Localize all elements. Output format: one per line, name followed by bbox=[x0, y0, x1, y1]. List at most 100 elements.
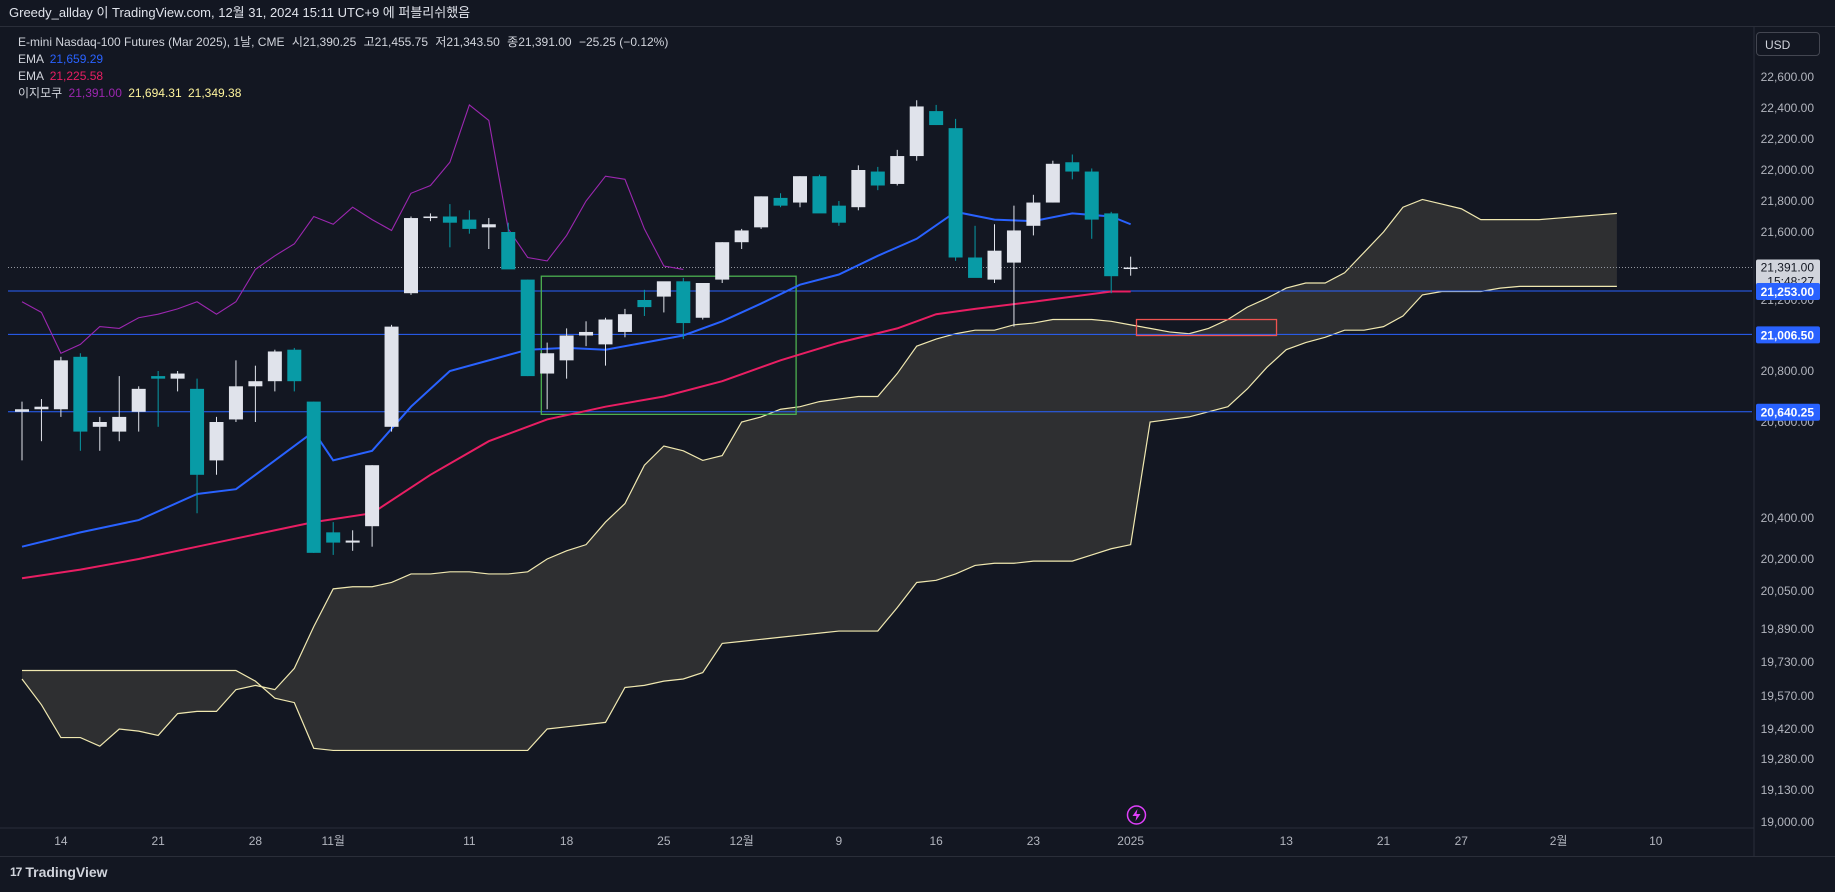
y-tick-label: 22,600.00 bbox=[1761, 70, 1815, 84]
candle bbox=[112, 376, 127, 442]
candle-body bbox=[170, 373, 185, 379]
candle bbox=[520, 279, 535, 377]
candle-body bbox=[248, 381, 263, 387]
y-tick-label: 20,800.00 bbox=[1761, 364, 1815, 378]
currency-button[interactable]: USD bbox=[1756, 32, 1820, 56]
red-box bbox=[1135, 318, 1278, 337]
x-tick-label: 16 bbox=[929, 834, 943, 848]
tradingview-logo-icon: 17 bbox=[10, 865, 22, 879]
annotation-boxes bbox=[540, 275, 1278, 416]
candle bbox=[812, 174, 827, 214]
candle-body bbox=[53, 360, 68, 410]
candle-body bbox=[987, 250, 1002, 280]
candle-body bbox=[1026, 202, 1041, 226]
candle bbox=[715, 242, 730, 283]
open-label: 시 bbox=[291, 35, 303, 49]
candle-body bbox=[734, 230, 749, 243]
ema-fast-value: 21,659.29 bbox=[49, 52, 104, 66]
y-tick-label: 21,600.00 bbox=[1761, 225, 1815, 239]
candle-body bbox=[267, 351, 282, 382]
line-price-label: 21,006.50 bbox=[1761, 328, 1815, 342]
candle-body bbox=[112, 416, 127, 432]
lightning-icon-glyph bbox=[1132, 809, 1141, 821]
x-tick-label: 18 bbox=[560, 834, 574, 848]
ema-fast-label: EMA bbox=[18, 52, 44, 66]
candle bbox=[326, 522, 341, 555]
ema-slow-value: 21,225.58 bbox=[49, 69, 104, 83]
candle bbox=[559, 328, 574, 379]
candle bbox=[773, 193, 788, 208]
candle bbox=[890, 149, 905, 186]
low-value: 21,343.50 bbox=[446, 35, 500, 49]
ema-slow-line bbox=[21, 290, 1131, 580]
candle bbox=[345, 530, 360, 551]
candle-body bbox=[579, 331, 594, 336]
lightning-icon bbox=[1126, 805, 1147, 825]
candle bbox=[909, 100, 924, 161]
candle-body bbox=[598, 319, 613, 345]
candle bbox=[987, 224, 1002, 283]
candle bbox=[267, 349, 282, 392]
cloud-fill bbox=[22, 199, 1617, 751]
y-tick-label: 21,800.00 bbox=[1761, 194, 1815, 208]
symbol-name: E-mini Nasdaq-100 Futures (Mar 2025), 1날… bbox=[18, 35, 285, 49]
candle bbox=[754, 196, 769, 229]
candle-body bbox=[365, 465, 380, 527]
x-tick-label: 12월 bbox=[729, 834, 753, 848]
ema-fast-row[interactable]: EMA 21,659.29 bbox=[18, 51, 668, 68]
candle bbox=[248, 365, 263, 422]
candle bbox=[1026, 194, 1041, 236]
y-tick-label: 19,570.00 bbox=[1761, 689, 1815, 703]
candle bbox=[948, 118, 963, 261]
candle bbox=[831, 201, 846, 226]
candle bbox=[404, 216, 418, 295]
candle bbox=[1065, 154, 1080, 180]
candle-body bbox=[637, 300, 652, 308]
line-price-label: 21,253.00 bbox=[1761, 285, 1815, 299]
candles bbox=[15, 100, 1138, 555]
y-tick-label: 20,050.00 bbox=[1761, 584, 1815, 598]
y-tick-label: 22,000.00 bbox=[1761, 163, 1815, 177]
close-value: 21,391.00 bbox=[518, 35, 572, 49]
symbol-row[interactable]: E-mini Nasdaq-100 Futures (Mar 2025), 1날… bbox=[18, 34, 668, 51]
x-tick-label: 23 bbox=[1027, 834, 1041, 848]
x-tick-label: 13 bbox=[1280, 834, 1294, 848]
candle-body bbox=[73, 356, 88, 432]
y-tick-label: 20,200.00 bbox=[1761, 552, 1815, 566]
change-value: −25.25 (−0.12%) bbox=[578, 35, 669, 49]
lagging-span bbox=[21, 103, 684, 354]
candle-body bbox=[909, 106, 924, 157]
candle-body bbox=[715, 242, 730, 280]
ema-slow-row[interactable]: EMA 21,225.58 bbox=[18, 68, 668, 85]
tradingview-logo-text: TradingView bbox=[25, 864, 108, 880]
ichimoku-row[interactable]: 이지모쿠 21,391.00 21,694.31 21,349.38 bbox=[18, 85, 668, 102]
candle-body bbox=[34, 406, 49, 410]
x-tick-label: 11 bbox=[463, 834, 476, 848]
candle bbox=[1104, 211, 1119, 294]
tradingview-logo[interactable]: 17 TradingView bbox=[10, 864, 108, 880]
line-price-label: 20,640.25 bbox=[1761, 406, 1815, 420]
candle-body bbox=[1104, 213, 1119, 277]
candle bbox=[676, 277, 691, 340]
candle-body bbox=[345, 540, 360, 543]
candle bbox=[151, 371, 166, 427]
candle-body bbox=[831, 205, 846, 223]
candle-body bbox=[520, 279, 535, 377]
candle-body bbox=[793, 176, 807, 203]
leading-span-a bbox=[21, 198, 1617, 747]
candle bbox=[228, 360, 243, 422]
line-price-badge bbox=[1756, 403, 1820, 421]
candle bbox=[365, 465, 380, 547]
candle-body bbox=[423, 216, 438, 219]
candle bbox=[306, 401, 321, 553]
open-value: 21,390.25 bbox=[302, 35, 357, 49]
candle-body bbox=[929, 111, 944, 126]
candle-body bbox=[1123, 267, 1138, 270]
candle-body bbox=[540, 353, 555, 374]
candle bbox=[501, 222, 516, 270]
y-tick-label: 19,000.00 bbox=[1761, 815, 1815, 829]
candle-body bbox=[676, 281, 691, 324]
footer-bar: 17 TradingView bbox=[0, 856, 1835, 892]
candle bbox=[287, 347, 302, 392]
